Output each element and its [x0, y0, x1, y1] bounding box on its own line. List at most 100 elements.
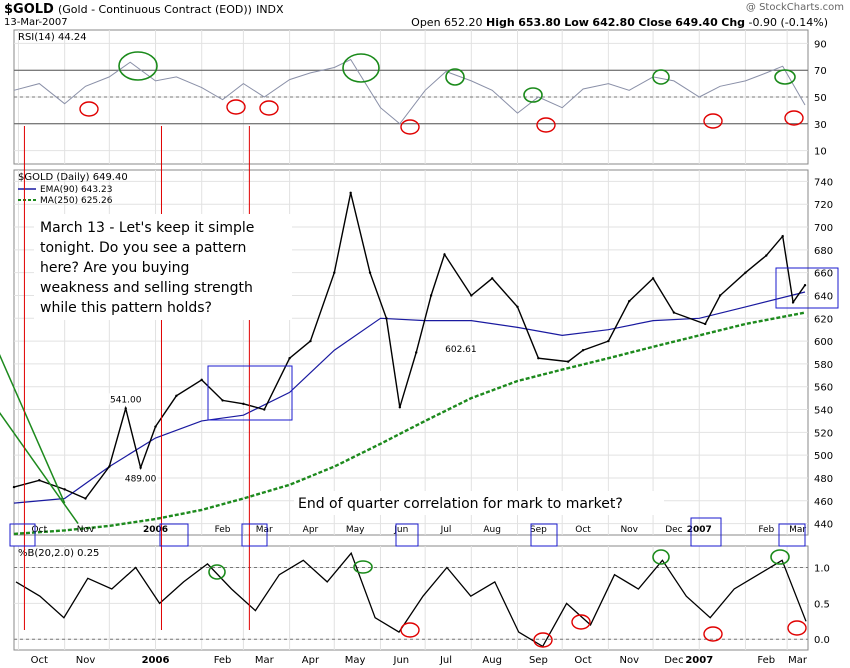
red-marker-circle: [533, 632, 553, 648]
price-x-axis-label: Oct: [32, 525, 48, 535]
price-ytick-label: 500: [814, 451, 833, 462]
price-point: [108, 465, 111, 468]
price-point: [566, 360, 570, 363]
x-axis-label: 2006: [142, 655, 170, 666]
annotation-overlay: March 13 - Let's keep it simple tonight. …: [9, 51, 839, 648]
green-marker-circle: [652, 549, 670, 565]
price-point: [765, 254, 768, 257]
close-label: Close: [638, 16, 672, 29]
green-marker-circle: [770, 549, 790, 565]
x-axis-label: Mar: [788, 655, 808, 666]
price-point: [581, 349, 585, 352]
price-x-axis-label: Nov: [620, 525, 638, 535]
pb-ytick-label: 0.5: [814, 599, 830, 610]
note-box: [34, 214, 292, 320]
chart-title: $GOLD (Gold - Continuous Contract (EOD))…: [4, 2, 284, 17]
price-ytick-label: 740: [814, 177, 833, 188]
blue-highlight-box: [207, 365, 293, 421]
red-marker-circle: [784, 110, 804, 126]
price-point: [139, 466, 142, 469]
high-label: High: [486, 16, 515, 29]
price-ytick-label: 720: [814, 200, 833, 211]
price-point: [154, 425, 157, 428]
price-ytick-label: 480: [814, 474, 833, 485]
price-x-axis-label: May: [346, 525, 365, 535]
quarter-note: End of quarter correlation for mark to m…: [298, 496, 623, 512]
price-ytick-label: 680: [814, 246, 833, 257]
price-point: [704, 322, 707, 326]
price-x-axis-label: Oct: [575, 525, 591, 535]
chg-label: Chg: [721, 16, 746, 29]
x-axis-label: Nov: [619, 655, 639, 666]
price-point: [651, 277, 655, 280]
price-data-label: 602.61: [445, 345, 477, 355]
price-point: [124, 407, 127, 410]
blue-highlight-box: [241, 523, 268, 547]
x-axis-label: Oct: [31, 655, 48, 666]
green-marker-circle: [208, 564, 226, 580]
x-axis-label: Feb: [757, 655, 775, 666]
price-x-axis-label: Nov: [77, 525, 95, 535]
price-data-label: 489.00: [125, 475, 157, 485]
price-data-label-bg: [108, 393, 143, 405]
x-axis-label: Mar: [255, 655, 275, 666]
pb-ytick-label: 0.0: [814, 635, 830, 646]
price-legend-ema: EMA(90) 643.23: [40, 185, 112, 195]
x-axis-label: May: [345, 655, 366, 666]
x-axis-label: 2007: [685, 655, 713, 666]
x-axis-label: Jul: [439, 655, 452, 666]
blue-highlight-box: [775, 267, 839, 309]
rsi-ytick-label: 10: [814, 147, 827, 158]
price-point: [791, 301, 795, 304]
blue-highlight-box: [778, 523, 806, 547]
price-x-axis-label: Mar: [256, 525, 273, 535]
price-legend-gold: $GOLD (Daily) 649.40: [18, 172, 128, 183]
green-marker-circle: [445, 68, 465, 86]
x-axis-label: Dec: [664, 655, 683, 666]
price-point: [718, 294, 722, 297]
note-line: tonight. Do you see a pattern: [40, 240, 246, 256]
price-point: [263, 408, 266, 411]
price-x-axis-label: Mar: [789, 525, 806, 535]
rsi-panel: 10 30 50 70 90 RSI(14) 44.24: [13, 29, 827, 165]
blue-highlight-box: [530, 523, 558, 547]
percent-b-panel: 0.0 0.5 1.0 %B(20,2.0) 0.25 Oct Nov 2006 Feb Mar…: [13, 545, 830, 666]
x-axis-label: Jun: [393, 655, 410, 666]
price-point: [63, 488, 66, 491]
price-ytick-label: 620: [814, 314, 833, 325]
green-marker-circle: [523, 87, 543, 103]
rsi-ytick-label: 50: [814, 93, 827, 104]
price-point: [385, 317, 388, 320]
red-marker-circle: [787, 620, 807, 636]
price-point: [368, 271, 372, 274]
open-label: Open: [411, 16, 441, 29]
price-point: [443, 253, 446, 256]
price-ytick-label: 580: [814, 360, 833, 371]
low-label: Low: [564, 16, 589, 29]
price-point: [470, 294, 473, 297]
price-point: [349, 191, 352, 195]
note-line: March 13 - Let's keep it simple: [40, 220, 254, 236]
price-x-axis-label: Feb: [215, 525, 231, 535]
green-marker-circle: [774, 69, 796, 85]
price-ytick-label: 520: [814, 428, 833, 439]
price-ytick-label: 600: [814, 337, 833, 348]
chg-value: -0.90 (-0.14%): [748, 16, 828, 29]
blue-highlight-box: [159, 523, 189, 547]
rsi-ytick-label: 30: [814, 120, 827, 131]
note-line: while this pattern holds?: [40, 300, 212, 316]
x-axis-label: Nov: [76, 655, 96, 666]
rsi-series-line: [13, 58, 806, 125]
red-marker-circle: [226, 99, 246, 115]
price-legend: $GOLD (Daily) 649.40 EMA(90) 643.23MA(250…: [18, 172, 128, 206]
price-x-axis-label: Sep: [530, 525, 547, 535]
price-ytick-label: 640: [814, 291, 833, 302]
price-data-label-bg: [123, 472, 158, 484]
price-point: [221, 399, 224, 402]
red-marker-circle: [79, 101, 99, 117]
ma250-series-line: [13, 311, 806, 536]
price-point: [175, 394, 178, 398]
x-axis-label: Aug: [482, 655, 502, 666]
red-marker-circle: [400, 119, 420, 135]
x-axis-label: Feb: [214, 655, 232, 666]
